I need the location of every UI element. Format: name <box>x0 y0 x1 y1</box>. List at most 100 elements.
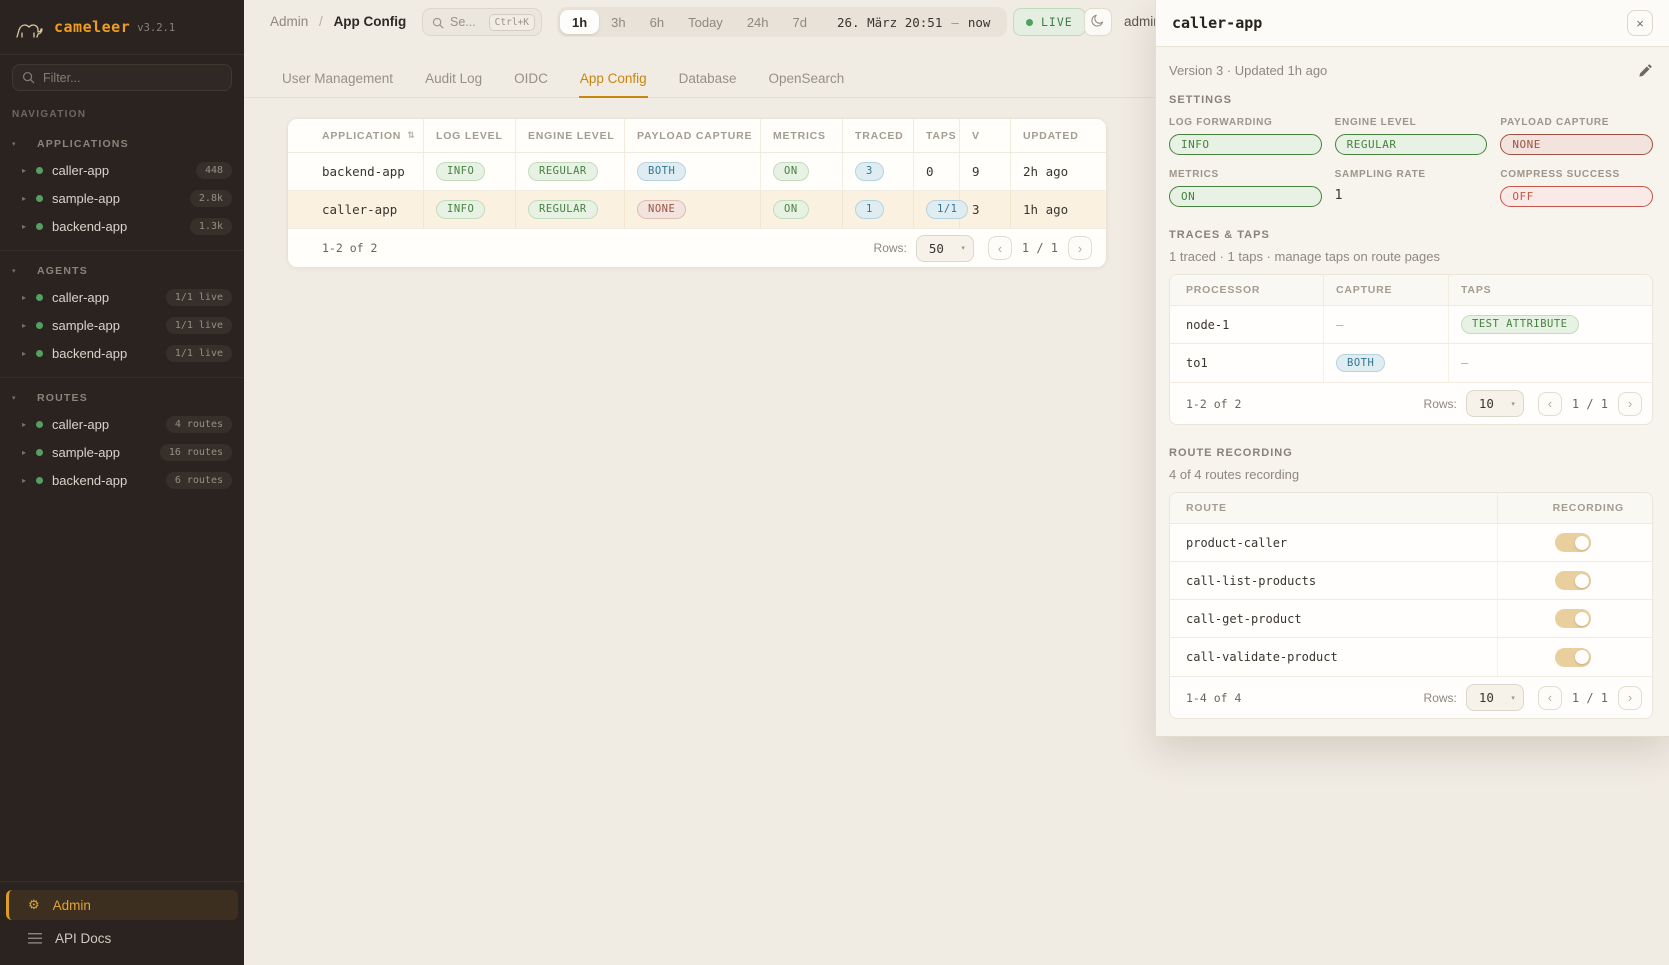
date-separator: — <box>951 14 959 30</box>
rows-per-page-value: 10 <box>1478 396 1494 411</box>
sidebar-item-backend-app-routes[interactable]: ▸ backend-app 6 routes <box>0 466 244 494</box>
range-24h-button[interactable]: 24h <box>746 14 769 30</box>
user-name[interactable]: admin <box>1124 14 1161 29</box>
breadcrumb: Admin / App Config <box>270 14 406 29</box>
range-6h-button[interactable]: 6h <box>649 14 665 30</box>
item-label: caller-app <box>52 289 110 305</box>
col-taps: TAPS <box>1461 284 1492 296</box>
traces-row-node-1[interactable]: node-1 — TEST ATTRIBUTE <box>1170 306 1652 344</box>
chevron-down-icon: ▾ <box>961 245 965 252</box>
cell-metrics: ON <box>773 153 843 190</box>
settings-section-label: SETTINGS <box>1169 94 1233 106</box>
traced-badge: 1 <box>855 200 884 219</box>
sidebar-filter <box>12 64 232 91</box>
route-recording-table: ROUTE RECORDING product-caller call-list… <box>1169 492 1653 719</box>
date-from: 26. März 20:51 <box>836 14 943 30</box>
rows-per-page-select[interactable]: 10 ▾ <box>1465 684 1524 711</box>
next-page-button[interactable]: › <box>1618 391 1642 416</box>
sidebar-footer: ⚙ Admin API Docs <box>0 881 244 965</box>
panel-meta-row: Version 3 · Updated 1h ago <box>1169 63 1653 78</box>
next-page-button[interactable]: › <box>1068 236 1092 260</box>
sidebar-item-sample-app-routes[interactable]: ▸ sample-app 16 routes <box>0 438 244 466</box>
range-1h-button[interactable]: 1h <box>560 10 600 34</box>
traces-header-row: PROCESSOR CAPTURE TAPS <box>1170 275 1652 306</box>
traces-row-to1[interactable]: to1 BOTH — <box>1170 344 1652 382</box>
row-range: 1-4 of 4 <box>1186 690 1242 705</box>
sidebar-item-backend-app-agent[interactable]: ▸ backend-app 1/1 live <box>0 339 244 367</box>
range-3h-button[interactable]: 3h <box>611 14 626 30</box>
recording-toggle[interactable] <box>1555 647 1591 667</box>
sidebar-item-backend-app[interactable]: ▸ backend-app 1.3k <box>0 212 244 240</box>
tab-app-config[interactable]: App Config <box>578 71 648 98</box>
prev-page-button[interactable]: ‹ <box>1537 391 1562 416</box>
cell-payload-capture: BOTH <box>637 153 761 190</box>
recording-footer: 1-4 of 4 Rows: 10 ▾ ‹ 1 / 1 › <box>1170 676 1652 718</box>
sidebar-item-sample-app[interactable]: ▸ sample-app 2.8k <box>0 184 244 212</box>
col-route: ROUTE <box>1186 493 1498 523</box>
tab-user-management[interactable]: User Management <box>282 71 394 86</box>
range-7d-button[interactable]: 7d <box>792 14 807 30</box>
app-name: cameleer <box>54 18 131 36</box>
item-label: caller-app <box>52 416 110 432</box>
col-traced: TRACED <box>855 119 914 152</box>
recording-toggle[interactable] <box>1555 571 1591 590</box>
close-button[interactable]: × <box>1627 10 1653 36</box>
sidebar-filter-input[interactable] <box>12 64 232 91</box>
global-search[interactable]: Se... Ctrl+K <box>422 8 542 36</box>
sidebar-group-header-applications[interactable]: ▾ APPLICATIONS <box>0 132 244 156</box>
live-button[interactable]: LIVE <box>1013 8 1086 36</box>
prev-page-button[interactable]: ‹ <box>987 236 1012 260</box>
status-dot <box>36 476 43 484</box>
table-row-backend-app[interactable]: backend-app INFO REGULAR BOTH ON 3 0 9 2… <box>288 153 1106 191</box>
recording-toggle[interactable] <box>1555 609 1591 628</box>
prev-page-button[interactable]: ‹ <box>1537 685 1562 710</box>
sidebar-item-sample-app-agent[interactable]: ▸ sample-app 1/1 live <box>0 311 244 339</box>
count-badge: 1.3k <box>189 217 232 235</box>
sidebar-item-caller-app[interactable]: ▸ caller-app 448 <box>0 156 244 184</box>
date-range-display[interactable]: 26. März 20:51 — now <box>819 15 1004 30</box>
page-indicator: 1 / 1 <box>1571 396 1608 411</box>
col-metrics: METRICS <box>773 119 843 152</box>
cell-processor: node-1 <box>1186 306 1324 343</box>
tab-audit-log[interactable]: Audit Log <box>425 71 483 86</box>
live-badge: 1/1 live <box>165 288 232 306</box>
next-page-button[interactable]: › <box>1618 685 1642 710</box>
traces-footer: 1-2 of 2 Rows: 10 ▾ ‹ 1 / 1 › <box>1170 382 1652 424</box>
recording-header-row: ROUTE RECORDING <box>1170 493 1652 524</box>
cell-payload-capture: NONE <box>637 191 761 228</box>
edit-pencil-icon[interactable] <box>1638 63 1653 78</box>
sidebar-item-api-docs[interactable]: API Docs <box>6 923 238 953</box>
dark-mode-toggle[interactable] <box>1084 8 1112 36</box>
taps-badge: 1/1 <box>926 200 969 219</box>
sidebar-group-header-agents[interactable]: ▾ AGENTS <box>0 259 244 283</box>
rows-per-page-select[interactable]: 50 ▾ <box>915 234 974 262</box>
item-label: sample-app <box>52 317 120 333</box>
col-application[interactable]: APPLICATION ⇅ <box>322 119 424 152</box>
table-row-caller-app[interactable]: caller-app INFO REGULAR NONE ON 1 1/1 3 … <box>288 191 1106 229</box>
recording-toggle[interactable] <box>1555 533 1591 552</box>
field-label: COMPRESS SUCCESS <box>1500 169 1620 180</box>
page-indicator: 1 / 1 <box>1571 690 1608 705</box>
sidebar-group-applications: ▾ APPLICATIONS ▸ caller-app 448 ▸ sample… <box>0 124 244 250</box>
routes-badge: 16 routes <box>159 443 232 461</box>
sidebar-item-caller-app-agent[interactable]: ▸ caller-app 1/1 live <box>0 283 244 311</box>
tab-oidc[interactable]: OIDC <box>514 71 548 86</box>
breadcrumb-parent[interactable]: Admin <box>270 14 309 29</box>
sidebar-item-admin[interactable]: ⚙ Admin <box>6 890 238 920</box>
field-log-forwarding: LOG FORWARDING INFO <box>1169 117 1322 155</box>
sidebar-group-header-routes[interactable]: ▾ ROUTES <box>0 386 244 410</box>
tab-opensearch[interactable]: OpenSearch <box>768 71 845 86</box>
menu-icon <box>28 932 42 944</box>
sidebar-item-caller-app-routes[interactable]: ▸ caller-app 4 routes <box>0 410 244 438</box>
rows-per-page-select[interactable]: 10 ▾ <box>1465 390 1524 417</box>
cell-taps: 1/1 <box>926 191 969 228</box>
rows-per-page-label: Rows: <box>1423 396 1457 411</box>
search-placeholder: Se... <box>450 15 476 29</box>
route-row-call-validate-product: call-validate-product <box>1170 638 1652 676</box>
moon-icon <box>1091 13 1105 32</box>
detail-panel-caller-app: caller-app × Version 3 · Updated 1h ago … <box>1155 0 1669 737</box>
sidebar-group-routes: ▾ ROUTES ▸ caller-app 4 routes ▸ sample-… <box>0 377 244 504</box>
range-today-button[interactable]: Today <box>688 14 723 30</box>
route-name: call-get-product <box>1186 600 1498 637</box>
tab-database[interactable]: Database <box>678 71 737 86</box>
